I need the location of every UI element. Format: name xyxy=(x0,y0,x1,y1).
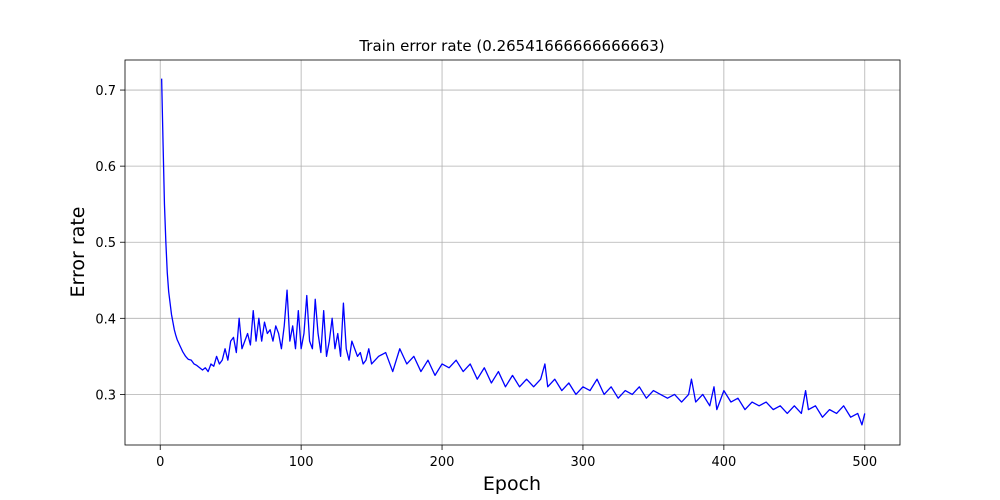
x-tick-label: 400 xyxy=(711,455,736,470)
chart-title: Train error rate (0.26541666666666663) xyxy=(358,37,664,55)
plot-area xyxy=(160,78,866,426)
x-axis-label: Epoch xyxy=(483,473,541,495)
y-tick-label: 0.5 xyxy=(95,236,116,251)
y-tick-label: 0.3 xyxy=(95,388,116,403)
series-line xyxy=(160,78,866,426)
y-tick-label: 0.4 xyxy=(95,312,116,327)
x-tick-label: 100 xyxy=(289,455,314,470)
axes-frame xyxy=(124,59,901,446)
grid xyxy=(125,60,900,445)
x-tick-label: 300 xyxy=(571,455,596,470)
axes: 0 100 200 300 400 500 0.3 0.4 0.5 0.6 0.7 xyxy=(95,59,901,470)
y-axis-label: Error rate xyxy=(67,207,89,298)
x-tick-label: 0 xyxy=(156,455,164,470)
x-tick-label: 500 xyxy=(852,455,877,470)
y-tick-label: 0.6 xyxy=(95,160,116,175)
x-tick-label: 200 xyxy=(430,455,455,470)
y-tick-label: 0.7 xyxy=(95,84,116,99)
